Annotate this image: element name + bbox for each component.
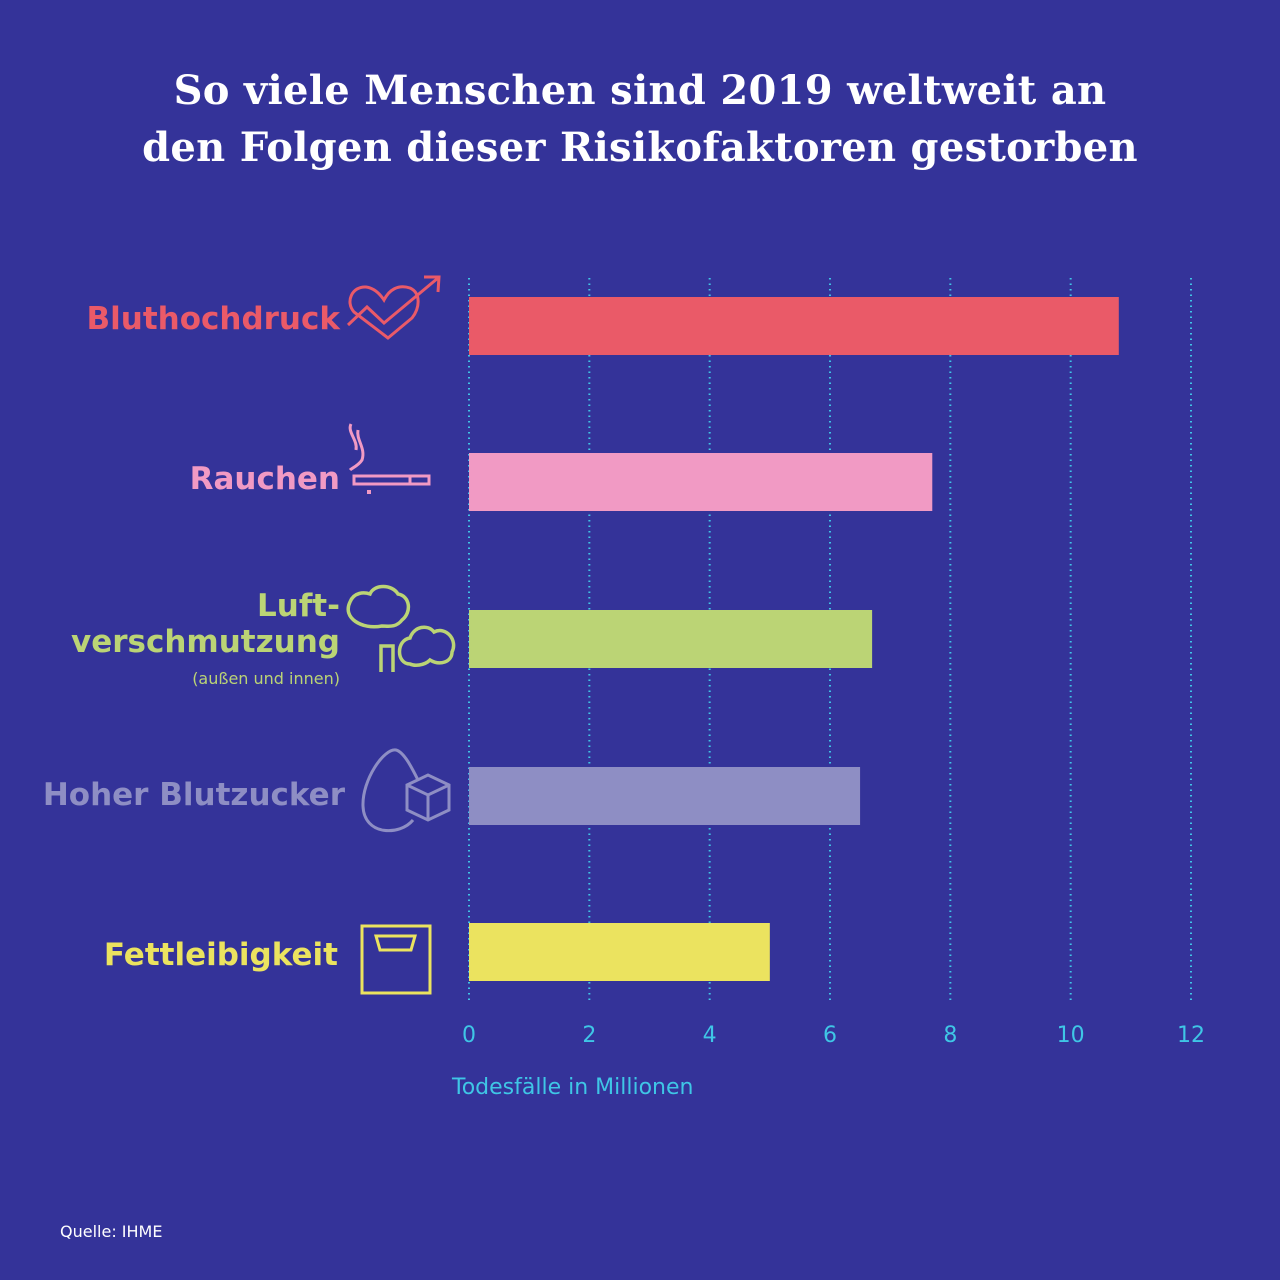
heart-arrow-icon [346,275,441,340]
bar-2 [469,453,933,511]
x-tick-label: 12 [1177,1023,1205,1048]
title-line-2: den Folgen dieser Risikofaktoren gestorb… [142,124,1138,171]
x-tick-label: 10 [1057,1023,1085,1048]
smoke-clouds-icon [346,584,456,672]
x-tick-label: 6 [823,1023,837,1048]
category-label-3: Luft-verschmutzung (außen und innen) [71,588,340,690]
source-note: Quelle: IHME [60,1222,163,1241]
x-tick-label: 4 [703,1023,717,1048]
category-label-line: verschmutzung [71,624,340,660]
x-tick-label: 8 [943,1023,957,1048]
category-label-2: Rauchen [190,461,340,497]
scale-icon [360,924,432,995]
chart-title: So viele Menschen sind 2019 weltweit an … [0,62,1280,176]
category-label-line: Fettleibigkeit [103,937,338,973]
title-line-1: So viele Menschen sind 2019 weltweit an [173,67,1107,114]
bar-1 [469,297,1119,355]
category-label-1: Bluthochdruck [87,301,341,337]
category-label-line: Hoher Blutzucker [42,777,345,813]
bar-3 [469,610,873,668]
category-label-line: Bluthochdruck [86,301,341,337]
category-label-5: Fettleibigkeit [104,937,338,973]
bar-5 [469,923,770,981]
category-label-line: Luft- [257,588,340,624]
x-tick-label: 0 [462,1023,476,1048]
egg-sugar-cube-icon [361,748,451,833]
category-sublabel: (außen und innen) [192,669,340,688]
cigarette-icon [348,423,431,494]
category-label-line: Rauchen [189,461,340,497]
category-label-4: Hoher Blutzucker [43,777,345,813]
x-tick-label: 2 [582,1023,596,1048]
x-axis-label: Todesfälle in Millionen [452,1075,694,1100]
bar-4 [469,767,861,825]
